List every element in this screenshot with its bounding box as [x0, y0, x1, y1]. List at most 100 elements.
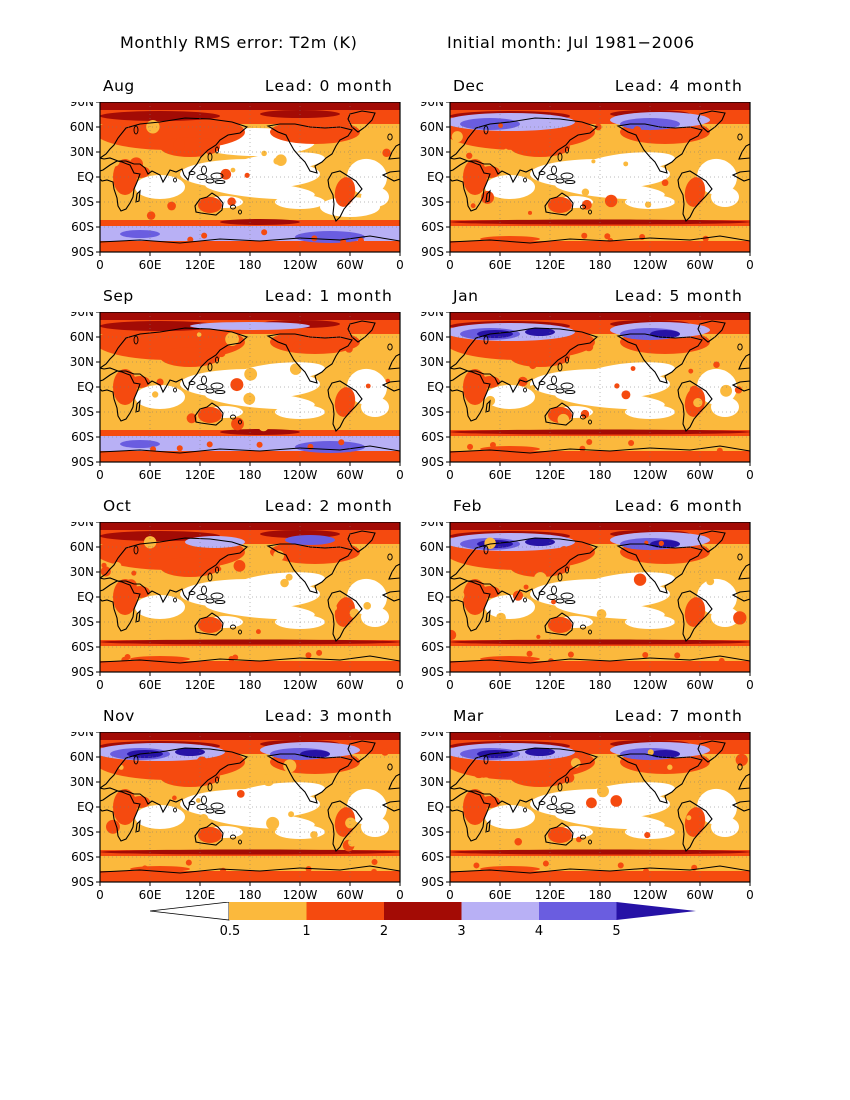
panel-lead-label: Lead: 0 month — [264, 77, 393, 95]
panel-lead-label: Lead: 1 month — [264, 287, 393, 305]
lon-tick-label: 120W — [633, 888, 668, 902]
lat-tick-label: 30N — [420, 355, 444, 369]
lat-tick-label: 90N — [420, 522, 444, 529]
map-gridlines — [450, 732, 750, 882]
panel-lead-label: Lead: 2 month — [264, 497, 393, 515]
lat-tick-label: 90S — [71, 245, 94, 259]
lon-tick-label: 60E — [489, 468, 512, 482]
lon-tick-label: 60W — [686, 888, 713, 902]
colorbar-label: 5 — [612, 924, 620, 939]
lat-tick-label: 60S — [421, 430, 444, 444]
panel-month-label: Mar — [453, 707, 484, 725]
map-panel: Feb Lead: 6 month — [450, 497, 750, 697]
colorbar-bin-2-3 — [384, 902, 462, 920]
lat-tick-label: 30N — [70, 565, 94, 579]
lon-tick-label: 180 — [239, 468, 262, 482]
lat-tick-label: EQ — [427, 590, 444, 604]
lon-tick-label: 60W — [686, 258, 713, 272]
map-gridlines — [450, 102, 750, 252]
lon-tick-label: 60E — [489, 888, 512, 902]
lat-tick-label: EQ — [77, 590, 94, 604]
panel-month-label: Sep — [103, 287, 134, 305]
panel-month-label: Dec — [453, 77, 485, 95]
map-panel: Sep Lead: 1 month — [100, 287, 400, 487]
lon-tick-label: 120W — [633, 678, 668, 692]
lon-tick-label: 0 — [96, 678, 104, 692]
panel-lead-label: Lead: 6 month — [614, 497, 743, 515]
panel-lead-label: Lead: 4 month — [614, 77, 743, 95]
lat-tick-label: 90N — [420, 732, 444, 739]
lat-tick-label: 90N — [420, 102, 444, 109]
lon-tick-label: 120W — [283, 258, 318, 272]
lon-tick-label: 120E — [185, 258, 216, 272]
lat-tick-label: 30N — [420, 145, 444, 159]
lon-tick-label: 60W — [336, 258, 363, 272]
lat-tick-label: 90S — [71, 455, 94, 469]
lon-tick-label: 0 — [396, 678, 404, 692]
lon-tick-label: 60E — [139, 468, 162, 482]
colorbar: 0.5 1 2 3 4 5 — [149, 901, 700, 942]
panel-month-label: Nov — [103, 707, 135, 725]
lon-tick-label: 60W — [336, 468, 363, 482]
map-panel: Jan Lead: 5 month — [450, 287, 750, 487]
lon-tick-label: 0 — [446, 468, 454, 482]
lon-tick-label: 0 — [746, 258, 754, 272]
map-gridlines — [450, 312, 750, 462]
colorbar-label: 1 — [302, 924, 310, 939]
lon-tick-label: 0 — [746, 468, 754, 482]
lon-tick-label: 60E — [139, 678, 162, 692]
lat-tick-label: 30S — [421, 195, 444, 209]
colorbar-label: 0.5 — [220, 924, 241, 939]
lat-tick-label: 60N — [420, 330, 444, 344]
panel-lead-label: Lead: 5 month — [614, 287, 743, 305]
lat-tick-label: EQ — [427, 800, 444, 814]
lat-tick-label: EQ — [77, 170, 94, 184]
colorbar-bin-4-5 — [539, 902, 617, 920]
lat-tick-label: 30N — [420, 565, 444, 579]
lon-tick-label: 0 — [446, 258, 454, 272]
lat-tick-label: EQ — [77, 380, 94, 394]
lat-tick-label: 30S — [71, 405, 94, 419]
figure-title: Monthly RMS error: T2m (K) — [120, 33, 358, 52]
lat-tick-label: 90S — [421, 455, 444, 469]
lat-tick-label: 60N — [420, 750, 444, 764]
panel-lead-label: Lead: 7 month — [614, 707, 743, 725]
lat-tick-label: EQ — [427, 170, 444, 184]
lat-tick-label: 30S — [421, 825, 444, 839]
lat-tick-label: 60N — [420, 120, 444, 134]
colorbar-bin-3-4 — [461, 902, 539, 920]
map-panel: Dec Lead: 4 month — [450, 77, 750, 277]
lon-tick-label: 180 — [239, 678, 262, 692]
lon-tick-label: 60E — [139, 888, 162, 902]
lon-tick-label: 60E — [489, 258, 512, 272]
panel-month-label: Jan — [453, 287, 479, 305]
lon-tick-label: 120E — [185, 678, 216, 692]
lon-tick-label: 0 — [446, 888, 454, 902]
lon-tick-label: 120W — [283, 678, 318, 692]
lon-tick-label: 120W — [633, 258, 668, 272]
lat-tick-label: 30S — [421, 405, 444, 419]
map-panel: Nov Lead: 3 month — [100, 707, 400, 907]
lon-tick-label: 180 — [589, 888, 612, 902]
lat-tick-label: 30S — [71, 615, 94, 629]
lat-tick-label: 30S — [421, 615, 444, 629]
figure-subtitle: Initial month: Jul 1981−2006 — [447, 33, 695, 52]
lat-tick-label: EQ — [77, 800, 94, 814]
lon-tick-label: 60W — [336, 678, 363, 692]
panel-lead-label: Lead: 3 month — [264, 707, 393, 725]
map-gridlines — [100, 522, 400, 672]
colorbar-above-triangle — [616, 902, 696, 920]
colorbar-label: 4 — [535, 924, 543, 939]
map-gridlines — [100, 312, 400, 462]
colorbar-bin-1-2 — [306, 902, 384, 920]
lat-tick-label: EQ — [427, 380, 444, 394]
lon-tick-label: 120W — [633, 468, 668, 482]
lat-tick-label: 90S — [421, 245, 444, 259]
map-panel: Aug Lead: 0 month — [100, 77, 400, 277]
lon-tick-label: 60W — [336, 888, 363, 902]
